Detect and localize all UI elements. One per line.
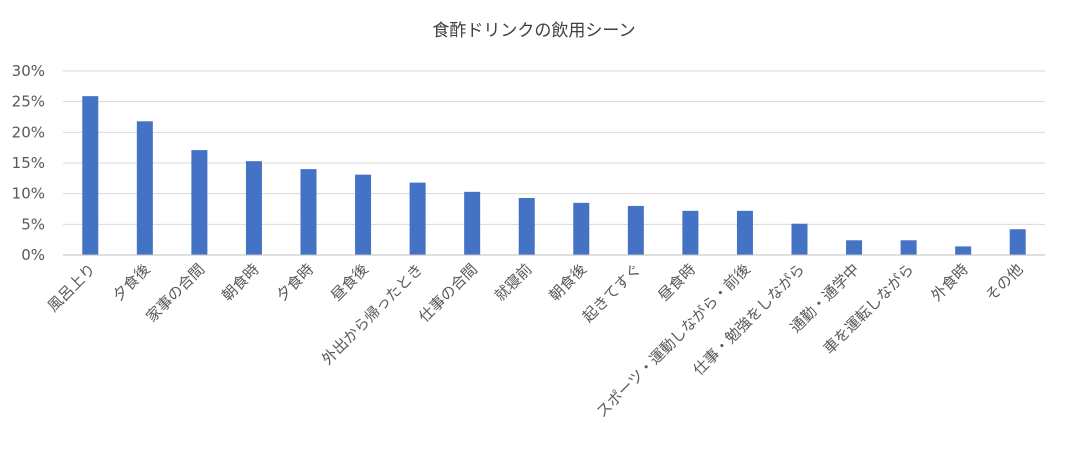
bar	[245, 161, 262, 255]
x-tick-label: 仕事の合間	[415, 260, 481, 326]
y-tick-label: 5%	[21, 215, 45, 233]
x-tick-label: 夕食時	[273, 260, 318, 305]
bar	[846, 240, 863, 255]
y-axis-ticks: 0% 5% 10% 15% 20% 25% 30%	[12, 62, 45, 264]
bar	[300, 169, 317, 255]
bar	[355, 174, 372, 255]
x-tick-label: 就寝前	[491, 260, 536, 305]
x-tick-label: 外食時	[927, 260, 972, 305]
x-tick-label: 風呂上り	[44, 260, 99, 315]
x-tick-label: 朝食後	[546, 260, 591, 305]
gridlines	[63, 70, 1045, 225]
x-tick-label: 朝食時	[218, 260, 263, 305]
bar	[464, 191, 481, 255]
x-tick-label: 外出から帰ったとき	[318, 260, 426, 368]
chart-title: 食酢ドリンクの飲用シーン	[432, 21, 635, 41]
bar	[955, 246, 972, 255]
bar	[136, 121, 153, 255]
y-tick-label: 15%	[12, 154, 45, 172]
bar	[900, 240, 917, 255]
x-tick-label: その他	[982, 260, 1027, 305]
bar	[82, 96, 99, 255]
bar	[791, 223, 808, 255]
y-tick-label: 20%	[12, 123, 45, 141]
x-tick-label: 家事の合間	[142, 260, 208, 326]
bars	[82, 96, 1026, 255]
y-tick-label: 30%	[12, 62, 45, 80]
bar	[409, 182, 426, 255]
x-tick-label: 昼食後	[327, 260, 372, 305]
y-tick-label: 0%	[21, 246, 45, 264]
bar	[518, 197, 535, 255]
bar	[191, 150, 208, 255]
y-tick-label: 25%	[12, 93, 45, 111]
bar	[682, 210, 699, 255]
y-tick-label: 10%	[12, 185, 45, 203]
bar	[1009, 229, 1026, 255]
x-tick-label: 夕食後	[109, 260, 154, 305]
bar	[736, 210, 753, 255]
x-tick-label: 昼食時	[655, 260, 700, 305]
x-tick-label: 起きてすぐ	[579, 260, 645, 326]
bar	[627, 205, 644, 255]
bar	[573, 202, 590, 255]
